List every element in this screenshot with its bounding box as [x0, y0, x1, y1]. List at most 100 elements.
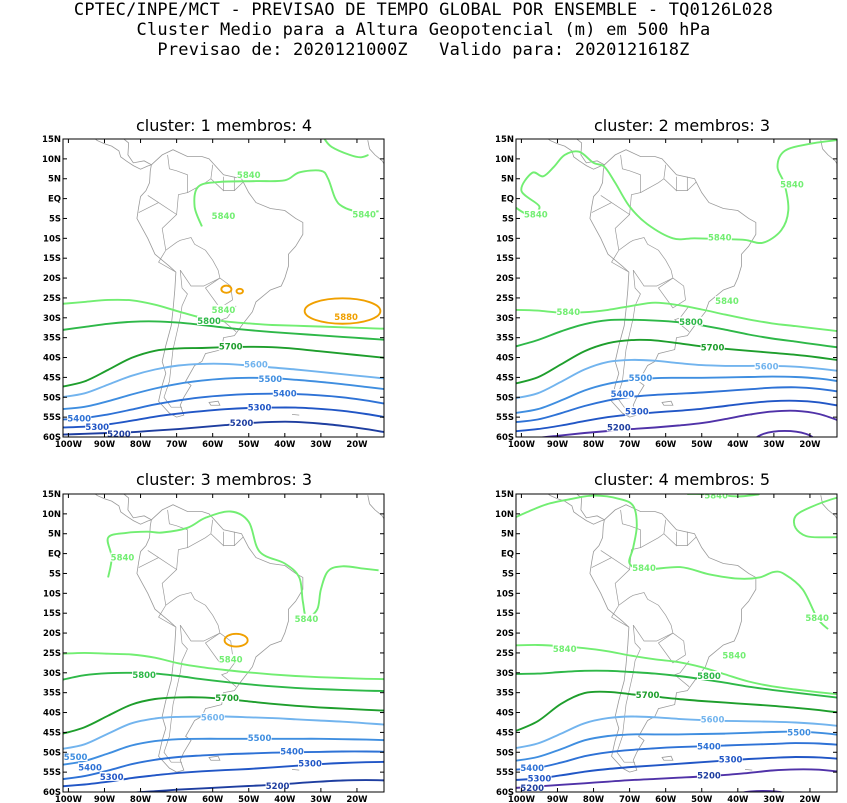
contour-5840-tropical-b: [323, 139, 369, 159]
lon-tick-label: 100W: [55, 440, 83, 450]
country-border: [657, 277, 686, 309]
lat-tick-label: 25S: [43, 294, 61, 304]
lat-tick-label: 30S: [43, 669, 61, 679]
central-america-coastline: [547, 494, 606, 525]
contour-label-bg: [106, 429, 131, 437]
lon-tick-label: 40W: [727, 440, 749, 450]
contour-label-5700: 5700: [701, 344, 725, 354]
country-border: [147, 195, 178, 251]
contour-label-bg: [218, 654, 243, 664]
contour-label-5300: 5300: [719, 755, 743, 765]
falklands-coastline: [208, 400, 221, 406]
lat-tick-label: 25S: [43, 649, 61, 659]
lat-tick-label: 45S: [43, 728, 61, 738]
contour-5880-closed: [220, 284, 233, 294]
contour-label-bg: [218, 341, 243, 351]
lon-tick-label: 100W: [55, 795, 83, 803]
panel-title: cluster: 1 membros: 4: [136, 116, 312, 135]
contour-label-5400: 5400: [697, 742, 721, 752]
contour-label-5840: 5840: [212, 306, 236, 316]
contour-label-bg: [556, 306, 581, 316]
lat-tick-label: 50S: [43, 748, 61, 758]
falklands-coastline: [661, 400, 674, 406]
lat-tick-label: EQ: [48, 195, 61, 205]
contour-label-bg: [99, 771, 124, 781]
contour-label-bg: [352, 209, 377, 219]
contour-label-5300: 5300: [85, 423, 109, 433]
country-border: [179, 624, 221, 642]
contour-label-5840: 5840: [722, 651, 746, 661]
contour-label-5840: 5840: [352, 210, 376, 220]
contour-5400: [516, 742, 837, 771]
country-border: [618, 592, 686, 655]
lat-tick-label: 5S: [502, 569, 514, 579]
falklands-coastline: [208, 755, 221, 761]
country-border: [210, 531, 224, 547]
contour-5840-tropical: [516, 494, 829, 630]
contour-label-5200: 5200: [266, 782, 290, 792]
lat-tick-label: EQ: [501, 550, 514, 560]
lat-tick-label: 5N: [48, 530, 61, 540]
contour-5600: [63, 715, 384, 750]
panel-frame: [62, 138, 385, 438]
contour-label-bg: [132, 670, 157, 680]
contour-label-5600: 5600: [701, 716, 725, 726]
lat-tick-label: 25S: [496, 649, 514, 659]
country-border: [223, 531, 235, 547]
contour-label-5500: 5500: [248, 734, 272, 744]
contour-label-5300: 5300: [298, 759, 322, 769]
south-america-coastline: [136, 149, 304, 418]
contour-label-bg: [294, 613, 319, 623]
lat-tick-label: 60S: [496, 433, 514, 443]
lat-tick-label: 15S: [496, 254, 514, 264]
contour-label-bg: [110, 552, 135, 562]
country-border: [165, 237, 233, 300]
lon-tick-label: 80W: [583, 440, 605, 450]
contour-5840: [63, 651, 384, 681]
country-border: [165, 592, 233, 655]
country-border: [187, 164, 214, 193]
lat-tick-label: 45S: [496, 728, 514, 738]
contour-label-bg: [258, 373, 283, 383]
contour-5100-low: [755, 430, 814, 437]
lon-tick-label: 20W: [799, 795, 821, 803]
contour-5840: [63, 298, 384, 330]
contour-label-5840: 5840: [632, 564, 656, 574]
contour-label-5400: 5400: [280, 747, 304, 757]
lon-tick-label: 60W: [202, 795, 224, 803]
header-line-2: Cluster Medio para a Altura Geopotencial…: [136, 20, 711, 40]
lat-tick-label: EQ: [501, 195, 514, 205]
lon-tick-label: 80W: [130, 795, 152, 803]
contour-label-bg: [272, 388, 297, 398]
south-america-coastline: [136, 504, 304, 773]
africa-coastline: [367, 140, 384, 165]
lat-tick-label: 15N: [495, 135, 514, 145]
lat-tick-label: 40S: [43, 354, 61, 364]
contour-5400: [63, 392, 384, 421]
contour-label-5840: 5840: [704, 492, 728, 502]
contour-label-5840: 5840: [715, 297, 739, 307]
panel-map-area: 5840 5840 5800 5700 5600 5500 5400 5300 5200 5840…: [516, 139, 837, 437]
africa-coastline: [820, 140, 837, 165]
contour-5840-tropical: [193, 169, 379, 227]
south-georgia-coastline: [291, 768, 300, 771]
lon-tick-label: 60W: [202, 440, 224, 450]
contour-5200: [129, 779, 384, 792]
contour-label-5840: 5840: [237, 171, 261, 181]
contour-label-bg: [779, 179, 804, 189]
contour-label-5840: 5840: [111, 554, 135, 564]
lon-tick-label: 40W: [727, 795, 749, 803]
country-border: [663, 176, 677, 192]
contour-label-bg: [678, 316, 703, 326]
country-border: [640, 519, 667, 548]
contour-5600: [516, 358, 837, 400]
contour-label-bg: [265, 781, 290, 791]
contour-label-5800: 5800: [679, 318, 703, 328]
country-border: [640, 164, 667, 193]
contour-label-bg: [624, 406, 649, 416]
contour-label-5300: 5300: [248, 404, 272, 414]
contour-label-bg: [520, 763, 545, 773]
contour-label-bg: [628, 373, 653, 383]
contour-label-bg: [243, 359, 268, 369]
figure-header: CPTEC/INPE/MCT - PREVISAO DE TEMPO GLOBA…: [0, 0, 847, 60]
